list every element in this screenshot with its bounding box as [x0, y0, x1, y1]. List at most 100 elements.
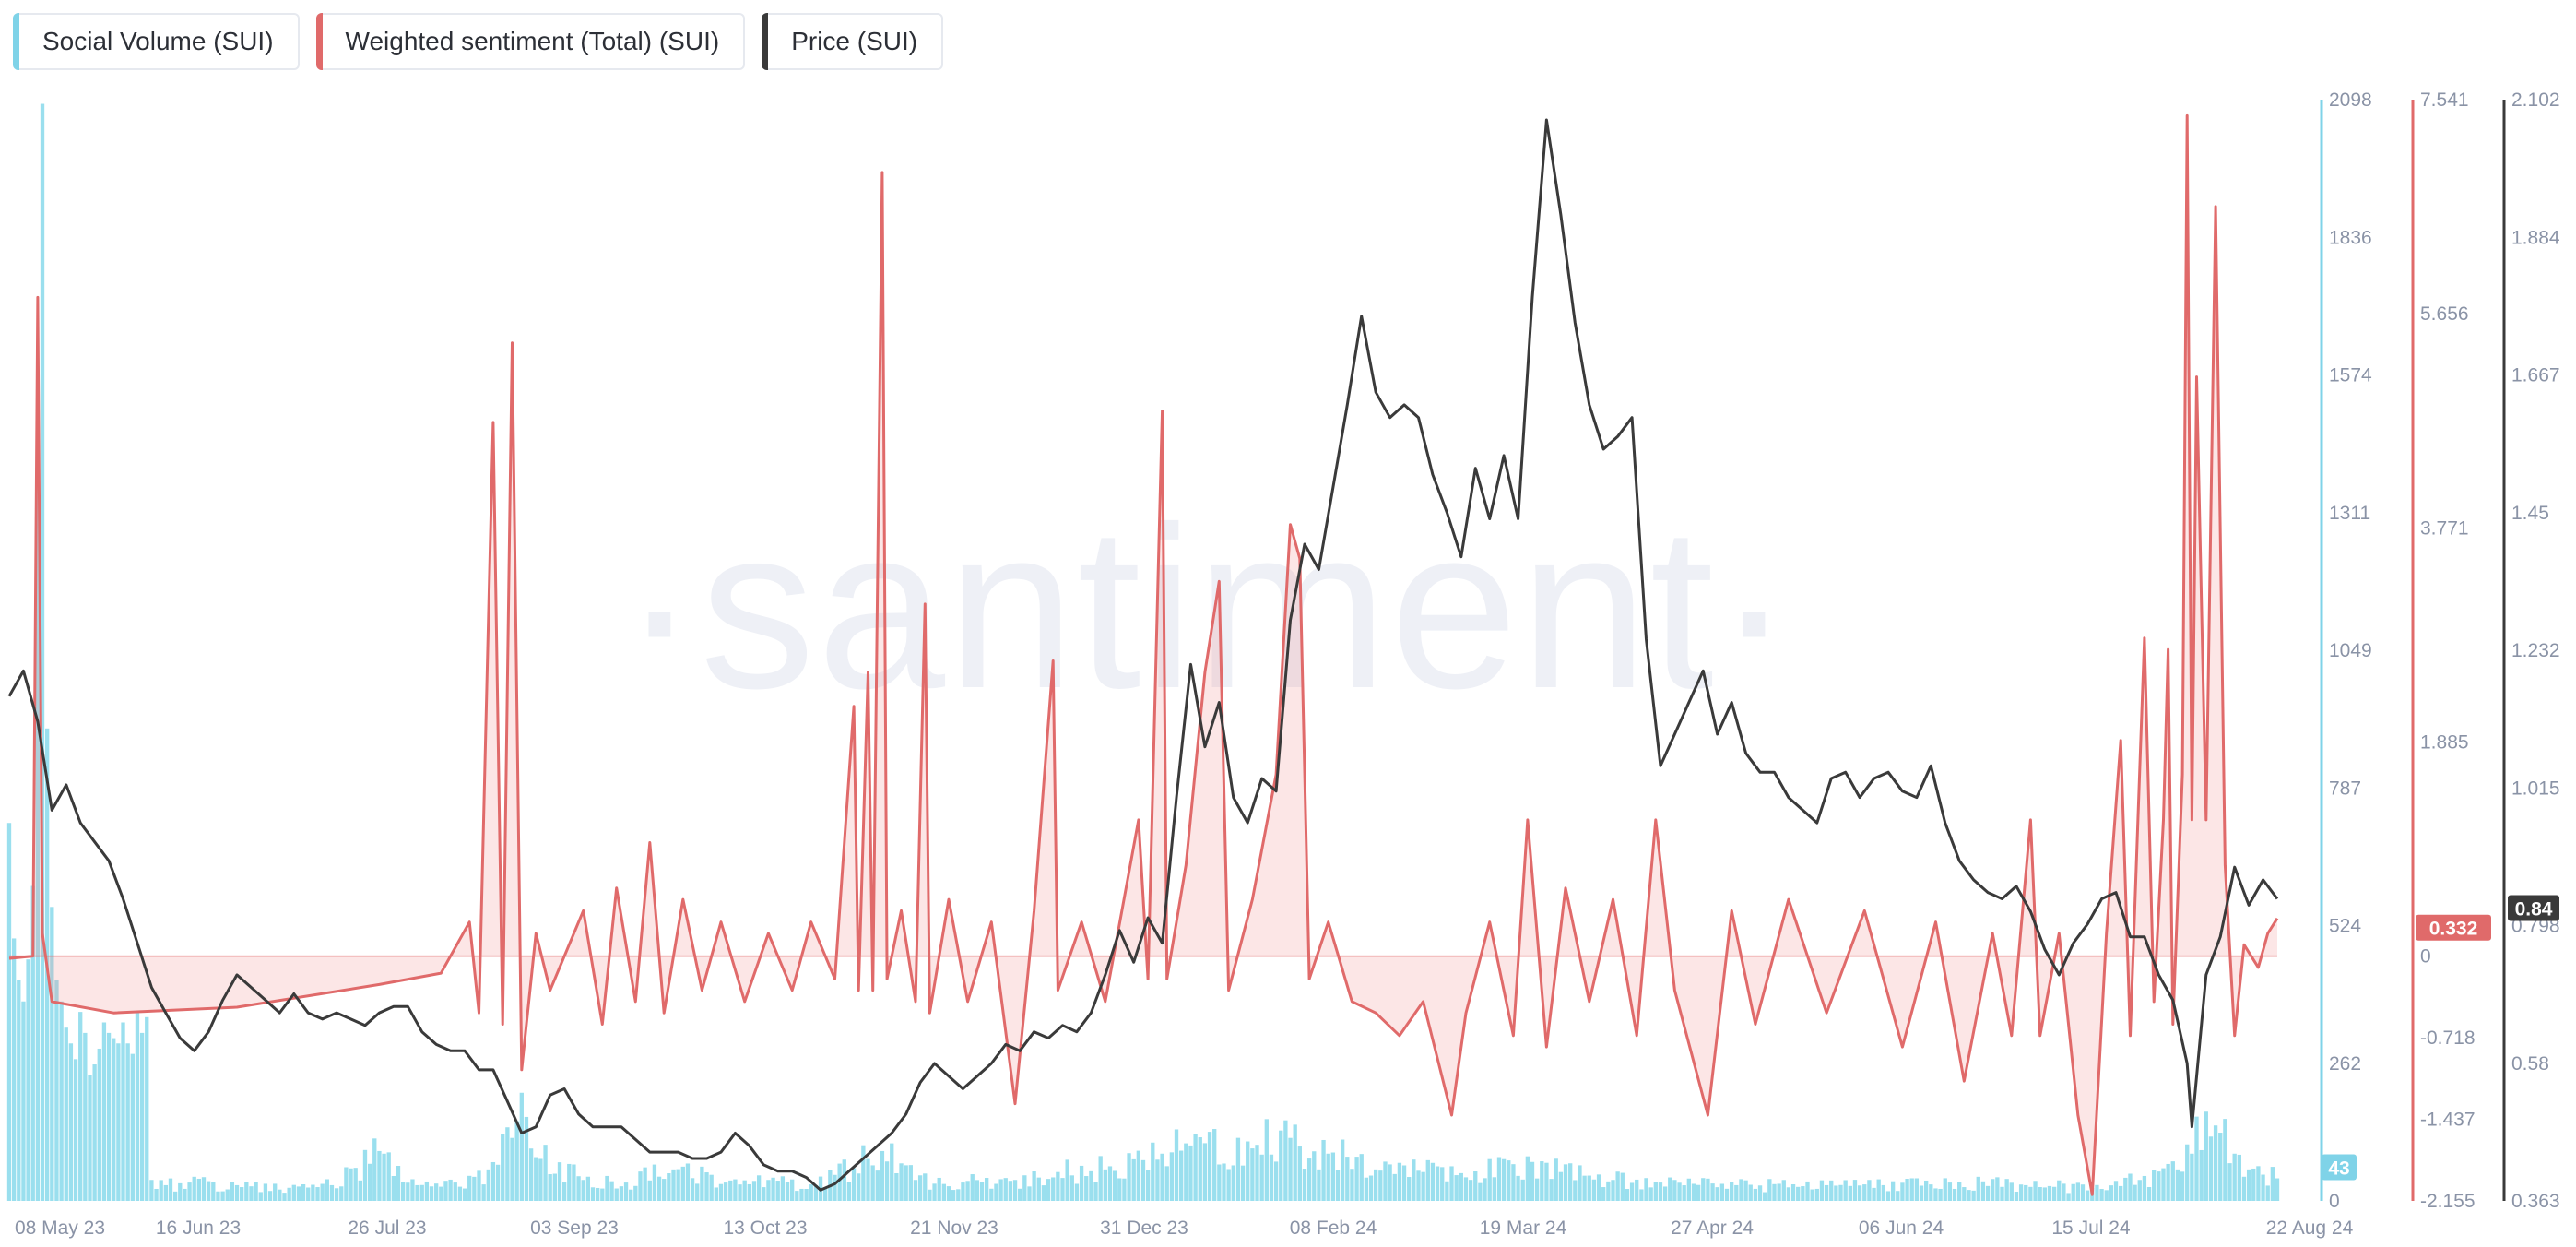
social-volume-bar — [813, 1184, 819, 1201]
social-volume-bar — [1459, 1172, 1463, 1201]
social-volume-bar — [439, 1186, 443, 1201]
social-volume-bar — [671, 1169, 676, 1201]
social-volume-bar — [1140, 1159, 1146, 1201]
social-volume-bar — [2071, 1183, 2075, 1201]
social-volume-bar — [534, 1157, 538, 1201]
social-volume-bar — [937, 1177, 941, 1201]
social-volume-bar — [1730, 1182, 1734, 1201]
weighted-sentiment-axis-tick-label: -1.437 — [2420, 1110, 2476, 1131]
price-axis-tick-label: 1.45 — [2511, 503, 2549, 524]
price-current-badge — [2508, 895, 2559, 921]
social-volume-bar — [728, 1180, 733, 1201]
social-volume-bar — [415, 1184, 419, 1201]
social-volume-bar — [1184, 1143, 1188, 1201]
social-volume-bar — [1345, 1157, 1350, 1201]
social-volume-bar — [1169, 1152, 1175, 1201]
social-volume-bar — [1781, 1180, 1786, 1201]
social-volume-bar — [130, 1053, 135, 1201]
social-volume-bar — [225, 1189, 230, 1201]
social-volume-bar — [2232, 1153, 2237, 1201]
social-volume-bar — [477, 1170, 481, 1201]
social-volume-bar — [1131, 1158, 1136, 1201]
social-volume-bar — [1919, 1185, 1924, 1201]
social-volume-bar — [40, 103, 45, 1201]
social-volume-bar — [116, 1043, 121, 1201]
social-volume-bar — [1810, 1189, 1814, 1201]
social-volume-bar — [667, 1173, 671, 1201]
social-volume-bar — [1378, 1170, 1383, 1201]
social-volume-bar — [1487, 1158, 1492, 1201]
social-volume-bar — [1297, 1146, 1302, 1201]
social-volume-bar — [192, 1176, 196, 1201]
social-volume-axis-tick-label: 0 — [2329, 1191, 2340, 1212]
social-volume-bar — [1943, 1178, 1947, 1201]
social-volume-bar — [21, 1001, 26, 1201]
social-volume-bar — [923, 1173, 928, 1201]
legend-item-social-volume[interactable]: Social Volume (SUI) — [13, 13, 300, 70]
social-volume-bar — [1549, 1179, 1554, 1201]
social-volume-bar — [1763, 1192, 1767, 1201]
social-volume-bar — [1739, 1179, 1743, 1201]
social-volume-bar — [989, 1188, 994, 1201]
social-volume-bar — [1573, 1180, 1578, 1201]
social-volume-bar — [372, 1138, 377, 1201]
x-axis-tick-label: 27 Apr 24 — [1671, 1217, 1754, 1239]
social-volume-bar — [1852, 1180, 1858, 1201]
legend-item-weighted-sentiment[interactable]: Weighted sentiment (Total) (SUI) — [315, 13, 746, 70]
social-volume-bar — [2157, 1171, 2161, 1201]
legend-item-price[interactable]: Price (SUI) — [762, 13, 944, 70]
social-volume-bar — [216, 1191, 220, 1201]
social-volume-bar — [676, 1169, 680, 1201]
social-volume-bar — [448, 1179, 453, 1201]
social-volume-bar — [1279, 1130, 1283, 1201]
social-volume-bar — [1051, 1177, 1056, 1201]
social-volume-bar — [112, 1038, 116, 1201]
social-volume-bar — [1611, 1180, 1615, 1201]
weighted-sentiment-current-badge — [2416, 914, 2491, 941]
social-volume-axis-tick-label: 1574 — [2329, 365, 2372, 386]
social-volume-bar — [638, 1171, 643, 1201]
santiment-watermark: ·santiment· — [621, 479, 1794, 736]
social-volume-bar — [1079, 1165, 1084, 1201]
social-volume-bar — [220, 1191, 225, 1201]
social-volume-bar — [1534, 1178, 1540, 1201]
social-volume-bar — [747, 1183, 751, 1201]
social-volume-bar — [419, 1184, 424, 1201]
social-volume-bar — [975, 1180, 980, 1201]
social-volume-bar — [1392, 1173, 1397, 1201]
social-volume-bar — [1563, 1164, 1568, 1201]
social-volume-bar — [1540, 1161, 1544, 1201]
social-volume-bar — [2062, 1183, 2066, 1201]
social-volume-bar — [2080, 1184, 2086, 1201]
social-volume-bar — [1112, 1170, 1117, 1201]
social-volume-bar — [1578, 1165, 1582, 1201]
social-volume-bar — [1872, 1187, 1876, 1201]
social-volume-bar — [278, 1189, 282, 1201]
social-volume-bar — [804, 1189, 809, 1201]
social-volume-bar — [1407, 1177, 1412, 1201]
social-volume-bar — [349, 1168, 353, 1201]
social-volume-bar — [2204, 1111, 2208, 1201]
social-volume-bar — [206, 1181, 211, 1201]
social-volume-bar — [1027, 1186, 1032, 1201]
social-volume-bar — [766, 1180, 771, 1201]
social-volume-bar — [2000, 1186, 2004, 1201]
social-volume-bar — [353, 1168, 358, 1201]
social-volume-bar — [1269, 1154, 1274, 1201]
social-volume-bar — [899, 1163, 904, 1201]
social-volume-bar — [505, 1127, 510, 1201]
social-volume-axis-tick-label: 787 — [2329, 778, 2361, 799]
social-volume-bar — [709, 1174, 714, 1201]
social-volume-bar — [742, 1180, 747, 1201]
social-volume-bar — [795, 1191, 799, 1201]
social-volume-bar — [1293, 1124, 1297, 1201]
social-volume-bar — [1188, 1145, 1193, 1201]
social-volume-bar — [1772, 1183, 1777, 1201]
price-axis-tick-label: 0.58 — [2511, 1053, 2549, 1075]
social-volume-bar — [998, 1179, 1003, 1201]
social-volume-bar — [1743, 1180, 1748, 1201]
social-volume-bar — [263, 1183, 268, 1201]
social-volume-bar — [1544, 1162, 1549, 1201]
